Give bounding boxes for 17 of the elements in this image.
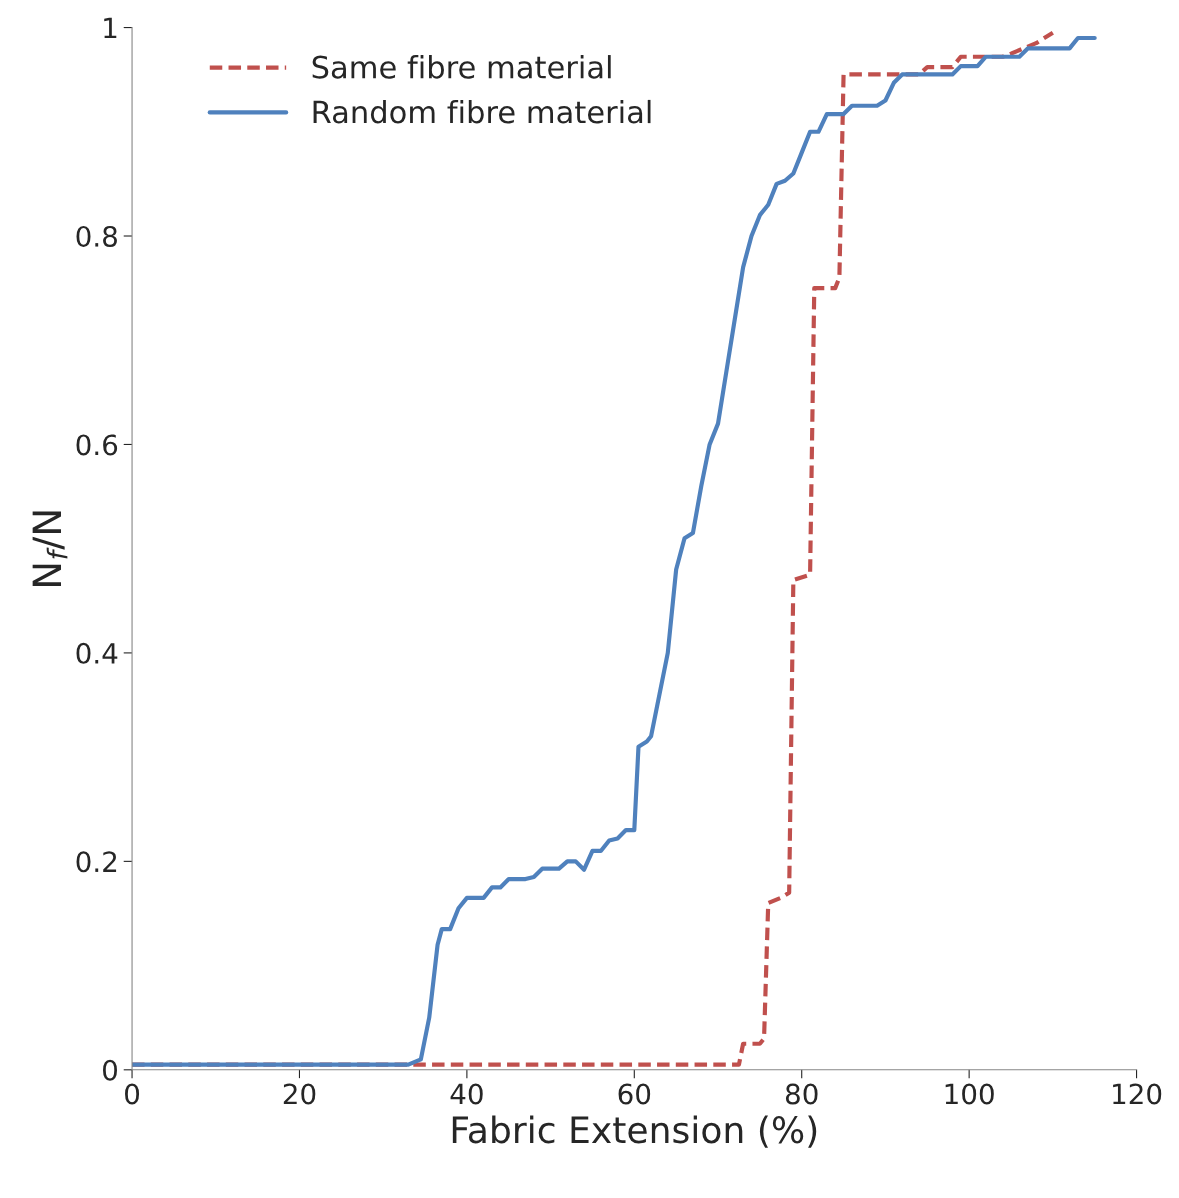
y-tick-label: 0.6	[76, 434, 118, 456]
legend-label: Same fibre material	[312, 55, 611, 79]
y-tick-label: 0	[103, 1059, 118, 1081]
x-axis-title: Fabric Extension (%)	[452, 1115, 817, 1148]
x-tick-label: 0	[125, 1083, 140, 1105]
x-tick-label: 20	[283, 1083, 316, 1105]
x-tick-label: 100	[945, 1083, 994, 1105]
x-tick-label: 60	[618, 1083, 651, 1105]
x-tick-label: 40	[450, 1083, 483, 1105]
y-tick-label: 0.2	[76, 851, 117, 873]
y-tick-label: 0.4	[76, 642, 118, 664]
legend-label: Random fibre material	[313, 99, 651, 124]
y-tick-label: 1	[104, 17, 117, 39]
y-axis-title: N$_{f}$/N	[32, 511, 68, 587]
x-tick-label: 120	[1113, 1083, 1162, 1105]
y-tick-label: 0.8	[76, 225, 117, 247]
x-tick-label: 80	[785, 1083, 818, 1105]
